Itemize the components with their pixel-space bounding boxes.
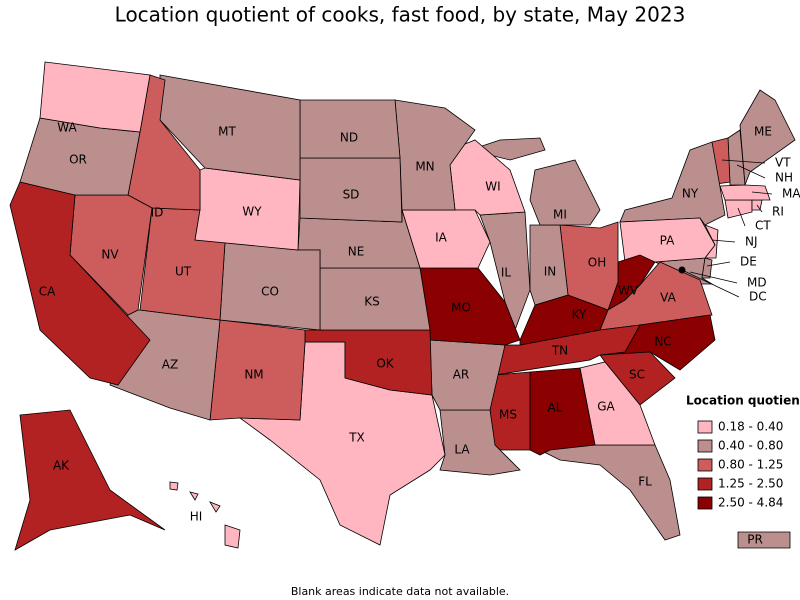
leader-line [706, 261, 731, 267]
leader-line [711, 239, 736, 243]
leader-line [751, 191, 773, 195]
state-label: SC [629, 368, 645, 382]
leader-line [737, 207, 746, 227]
legend-label: 0.40 - 0.80 [718, 439, 783, 453]
state [719, 184, 771, 201]
state-label: WY [242, 205, 262, 219]
leader-line [721, 159, 766, 164]
state-label: KS [364, 295, 380, 309]
footnote: Blank areas indicate data not available. [291, 585, 509, 598]
legend-label: 0.18 - 0.40 [718, 420, 783, 434]
state-label: VA [660, 291, 676, 305]
state [209, 501, 221, 513]
state-label: CO [261, 285, 279, 299]
state-label: MO [451, 301, 471, 315]
state-label: HI [190, 510, 203, 524]
state-label: DE [740, 255, 757, 269]
state-label: NE [348, 245, 365, 259]
state-label: OH [588, 256, 606, 270]
state-label: IN [544, 265, 557, 279]
leader-line [689, 271, 738, 284]
state-label: OK [376, 357, 394, 371]
state-label: PA [660, 234, 675, 248]
state-label: TX [348, 431, 365, 445]
state-label: NC [654, 335, 671, 349]
state-label: WI [485, 180, 500, 194]
state [737, 531, 791, 549]
state [14, 409, 166, 551]
state-label: MN [415, 160, 434, 174]
state-label: ID [151, 206, 164, 220]
state [701, 257, 713, 279]
legend-swatch [697, 458, 713, 472]
state-label: AZ [162, 358, 178, 372]
leader-line [681, 269, 740, 298]
state-label: MA [782, 187, 800, 201]
map-title: Location quotient of cooks, fast food, b… [115, 3, 686, 27]
state-label: KY [572, 308, 587, 322]
state-label: NH [775, 171, 793, 185]
state [224, 524, 241, 549]
state-label: FL [638, 475, 652, 489]
state-label: UT [175, 265, 192, 279]
state [9, 181, 151, 386]
legend-swatch [697, 496, 713, 510]
state-label: SD [343, 188, 360, 202]
state [559, 221, 619, 311]
state-label: RI [772, 205, 784, 219]
state-label: NY [682, 187, 699, 201]
legend-swatch [697, 477, 713, 491]
leader-line [756, 204, 763, 213]
legend-label: 2.50 - 4.84 [718, 496, 783, 510]
state-label: DC [749, 290, 767, 304]
legend-swatch [697, 439, 713, 453]
state [189, 491, 199, 501]
legend-label: 0.80 - 1.25 [718, 458, 783, 472]
state-label: MS [499, 408, 517, 422]
state-label: MD [747, 276, 767, 290]
state-label: MI [553, 208, 567, 222]
leader-line [736, 164, 766, 179]
state-label: IA [435, 231, 448, 245]
state-label: LA [454, 443, 470, 457]
state [619, 141, 726, 226]
state-label: GA [597, 400, 615, 414]
state-label: PR [747, 533, 763, 547]
state-label: CA [39, 285, 56, 299]
state-label: VT [775, 156, 791, 170]
state [299, 99, 401, 159]
state-label: NJ [745, 235, 758, 249]
state-label: ME [754, 125, 772, 139]
state [439, 409, 521, 476]
state-label: WV [618, 284, 639, 298]
state [304, 329, 433, 396]
legend-label: 1.25 - 2.50 [718, 477, 783, 491]
state-label: AL [548, 401, 563, 415]
state-label: OR [69, 153, 87, 167]
state-label: TN [551, 344, 568, 358]
state-label: AR [453, 368, 470, 382]
state [529, 159, 601, 226]
state-label: IL [501, 266, 512, 280]
state-label: CT [755, 219, 771, 233]
state-label: AK [53, 459, 70, 473]
state-label: NM [244, 368, 263, 382]
state [169, 481, 179, 491]
legend-swatch [697, 420, 713, 434]
state-label: MT [218, 125, 236, 139]
state [39, 61, 151, 133]
legend-title: Location quotient [686, 394, 800, 408]
state [538, 444, 681, 541]
state-label: ND [340, 131, 358, 145]
state-label: WA [57, 121, 77, 135]
state-label: NV [101, 248, 119, 262]
